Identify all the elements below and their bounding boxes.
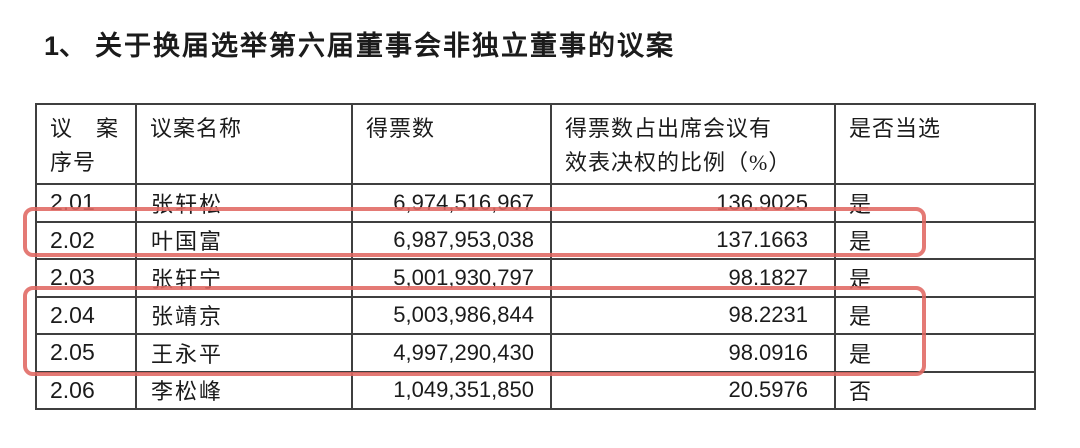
cell-name: 张轩松 <box>135 183 353 223</box>
cell-ratio: 137.1663 <box>550 220 836 260</box>
table-row: 2.05 王永平 4,997,290,430 98.0916 是 <box>35 333 1036 373</box>
cell-name: 叶国富 <box>135 220 353 260</box>
cell-votes: 1,049,351,850 <box>351 370 552 410</box>
cell-votes: 5,001,930,797 <box>351 258 552 298</box>
cell-votes: 6,987,953,038 <box>351 220 552 260</box>
cell-elected: 是 <box>834 333 1036 373</box>
cell-name: 王永平 <box>135 333 353 373</box>
table-header-row: 议 案 序号 议案名称 得票数 得票数占出席会议有 效表决权的比例（%） 是否当… <box>35 103 1036 185</box>
cell-ratio: 20.5976 <box>550 370 836 410</box>
cell-elected: 是 <box>834 183 1036 223</box>
section-title: 1、 关于换届选举第六届董事会非独立董事的议案 <box>44 24 675 63</box>
table-body: 2.01 张轩松 6,974,516,967 136.9025 是 2.02 叶… <box>35 183 1036 410</box>
cell-elected: 是 <box>834 258 1036 298</box>
cell-seq: 2.03 <box>35 258 137 298</box>
cell-ratio: 136.9025 <box>550 183 836 223</box>
cell-seq: 2.06 <box>35 370 137 410</box>
cell-elected: 是 <box>834 295 1036 335</box>
header-proposal-number: 议 案 序号 <box>35 103 137 185</box>
table-row: 2.03 张轩宁 5,001,930,797 98.1827 是 <box>35 258 1036 298</box>
cell-elected: 否 <box>834 370 1036 410</box>
cell-name: 李松峰 <box>135 370 353 410</box>
cell-name: 张靖京 <box>135 295 353 335</box>
cell-seq: 2.01 <box>35 183 137 223</box>
cell-ratio: 98.0916 <box>550 333 836 373</box>
table-row: 2.01 张轩松 6,974,516,967 136.9025 是 <box>35 183 1036 223</box>
voting-results-table: 议 案 序号 议案名称 得票数 得票数占出席会议有 效表决权的比例（%） 是否当… <box>35 103 1036 410</box>
table-row: 2.06 李松峰 1,049,351,850 20.5976 否 <box>35 370 1036 410</box>
header-vote-ratio: 得票数占出席会议有 效表决权的比例（%） <box>550 103 836 185</box>
cell-ratio: 98.2231 <box>550 295 836 335</box>
section-title-text: 关于换届选举第六届董事会非独立董事的议案 <box>95 31 675 61</box>
cell-elected: 是 <box>834 220 1036 260</box>
cell-seq: 2.04 <box>35 295 137 335</box>
table-header: 议 案 序号 议案名称 得票数 得票数占出席会议有 效表决权的比例（%） 是否当… <box>35 103 1036 185</box>
header-proposal-name: 议案名称 <box>135 103 353 185</box>
table-row: 2.02 叶国富 6,987,953,038 137.1663 是 <box>35 220 1036 260</box>
cell-seq: 2.05 <box>35 333 137 373</box>
header-votes: 得票数 <box>351 103 552 185</box>
cell-votes: 4,997,290,430 <box>351 333 552 373</box>
section-number: 1、 <box>44 31 87 61</box>
cell-votes: 6,974,516,967 <box>351 183 552 223</box>
cell-name: 张轩宁 <box>135 258 353 298</box>
table-row: 2.04 张靖京 5,003,986,844 98.2231 是 <box>35 295 1036 335</box>
cell-votes: 5,003,986,844 <box>351 295 552 335</box>
cell-ratio: 98.1827 <box>550 258 836 298</box>
header-elected: 是否当选 <box>834 103 1036 185</box>
cell-seq: 2.02 <box>35 220 137 260</box>
